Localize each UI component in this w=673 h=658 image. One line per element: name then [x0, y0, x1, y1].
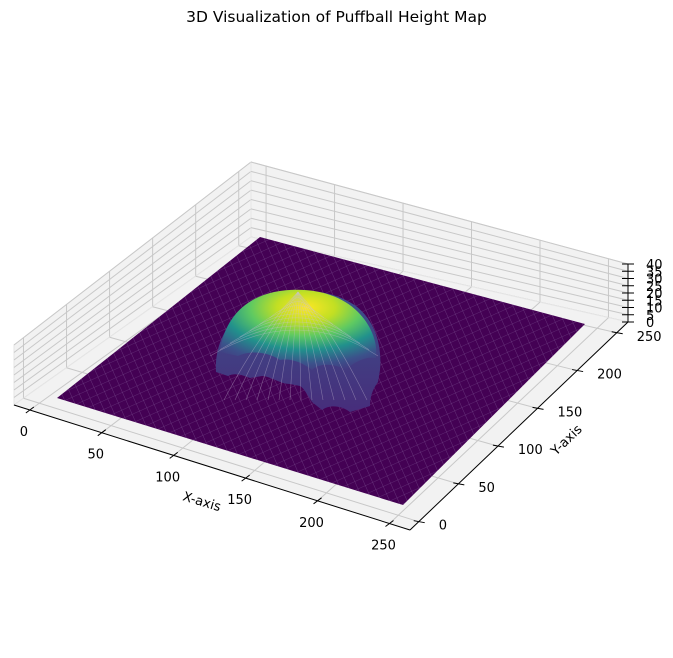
chart-title: 3D Visualization of Puffball Height Map	[186, 8, 487, 26]
y-axis-line	[409, 321, 629, 531]
svg-text:0: 0	[439, 519, 447, 534]
svg-text:40: 40	[646, 258, 663, 273]
svg-text:50: 50	[87, 448, 104, 463]
svg-text:15: 15	[646, 294, 663, 309]
svg-text:150: 150	[558, 405, 583, 420]
y-axis-ticks: 0 50 100 150 200 250	[413, 330, 662, 534]
svg-text:35: 35	[646, 265, 663, 280]
svg-text:5: 5	[646, 309, 654, 324]
svg-text:250: 250	[371, 539, 396, 554]
svg-text:0: 0	[20, 425, 28, 440]
svg-text:10: 10	[646, 302, 663, 317]
svg-text:30: 30	[646, 273, 663, 288]
x-axis-line	[13, 404, 411, 531]
svg-text:50: 50	[478, 481, 495, 496]
svg-text:150: 150	[227, 493, 252, 508]
y-axis-label: Y-axis	[548, 422, 586, 459]
svg-text:100: 100	[155, 470, 180, 485]
svg-text:200: 200	[299, 516, 324, 531]
svg-text:250: 250	[637, 330, 662, 345]
svg-text:100: 100	[518, 443, 543, 458]
svg-text:20: 20	[646, 287, 663, 302]
x-axis-label: X-axis	[181, 489, 223, 515]
surface-dome	[209, 289, 381, 412]
svg-text:0: 0	[646, 316, 654, 331]
x-axis-ticks: 0 50 100 150 200 250	[20, 406, 396, 554]
svg-text:200: 200	[597, 368, 622, 383]
svg-text:25: 25	[646, 280, 663, 295]
